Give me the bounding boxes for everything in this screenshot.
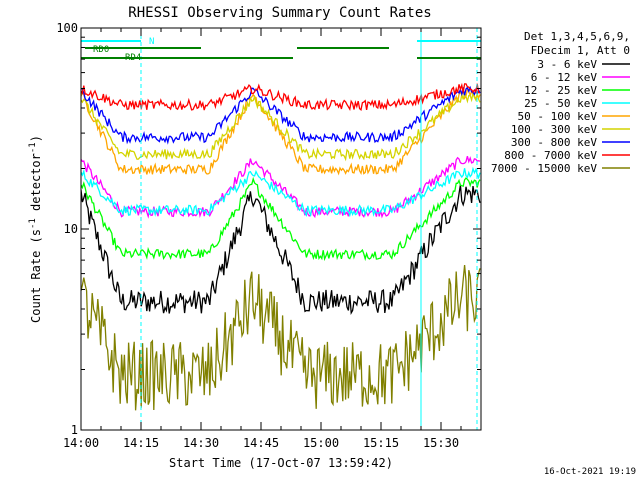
flag-label: N — [149, 37, 154, 47]
legend-label: 3 - 6 keV — [537, 58, 597, 71]
flag-label: RD0 — [93, 45, 109, 55]
x-tick-label: 14:45 — [243, 436, 279, 450]
series-line — [81, 166, 481, 218]
x-tick-label: 15:30 — [423, 436, 459, 450]
x-tick-label: 14:30 — [183, 436, 219, 450]
legend-label: 12 - 25 keV — [524, 84, 597, 97]
legend-label: 25 - 50 keV — [524, 97, 597, 110]
x-tick-label: 14:00 — [63, 436, 99, 450]
y-axis-title-sup-1: -1 — [28, 218, 38, 229]
y-axis-ticks: 1 10 100 — [56, 21, 481, 437]
footer-date: 16-Oct-2021 19:19 — [544, 467, 636, 477]
chart-title: RHESSI Observing Summary Count Rates — [128, 5, 431, 21]
y-tick-label: 10 — [64, 222, 78, 236]
x-axis-title: Start Time (17-Oct-07 13:59:42) — [169, 456, 393, 470]
x-axis-ticks: 14:00 14:15 14:30 14:45 15:00 15:15 15:30 — [63, 28, 482, 450]
series-line — [81, 87, 481, 176]
series-line — [81, 90, 481, 162]
y-axis-title-tail: detector — [29, 153, 43, 218]
series-line — [81, 176, 481, 262]
y-axis-title-close: ) — [29, 135, 43, 142]
legend-header: FDecim 1, Att 0 — [531, 44, 630, 57]
legend-label: 7000 - 15000 keV — [491, 162, 597, 175]
series-line — [81, 82, 481, 112]
legend-label: 800 - 7000 keV — [504, 149, 597, 162]
legend-label: 50 - 100 keV — [518, 110, 598, 123]
series-line — [81, 85, 481, 145]
x-tick-label: 14:15 — [123, 436, 159, 450]
y-axis-title-main: Count Rate (s — [29, 229, 43, 323]
legend: Det 1,3,4,5,6,9,FDecim 1, Att 03 - 6 keV… — [491, 30, 630, 175]
y-tick-label: 1 — [71, 423, 78, 437]
x-tick-label: 15:15 — [363, 436, 399, 450]
legend-header: Det 1,3,4,5,6,9, — [524, 30, 630, 43]
series-line — [81, 184, 481, 316]
legend-label: 300 - 800 keV — [511, 136, 597, 149]
y-axis-title: Count Rate (s-1 detector-1) — [28, 135, 43, 323]
series-line — [81, 156, 481, 219]
y-tick-label: 100 — [56, 21, 78, 35]
x-tick-label: 15:00 — [303, 436, 339, 450]
flag-label: RD4 — [125, 53, 141, 63]
legend-label: 100 - 300 keV — [511, 123, 597, 136]
legend-label: 6 - 12 keV — [531, 71, 598, 84]
y-axis-title-sup-2: -1 — [28, 142, 38, 153]
series-line — [81, 264, 481, 411]
series-layer — [81, 82, 481, 411]
